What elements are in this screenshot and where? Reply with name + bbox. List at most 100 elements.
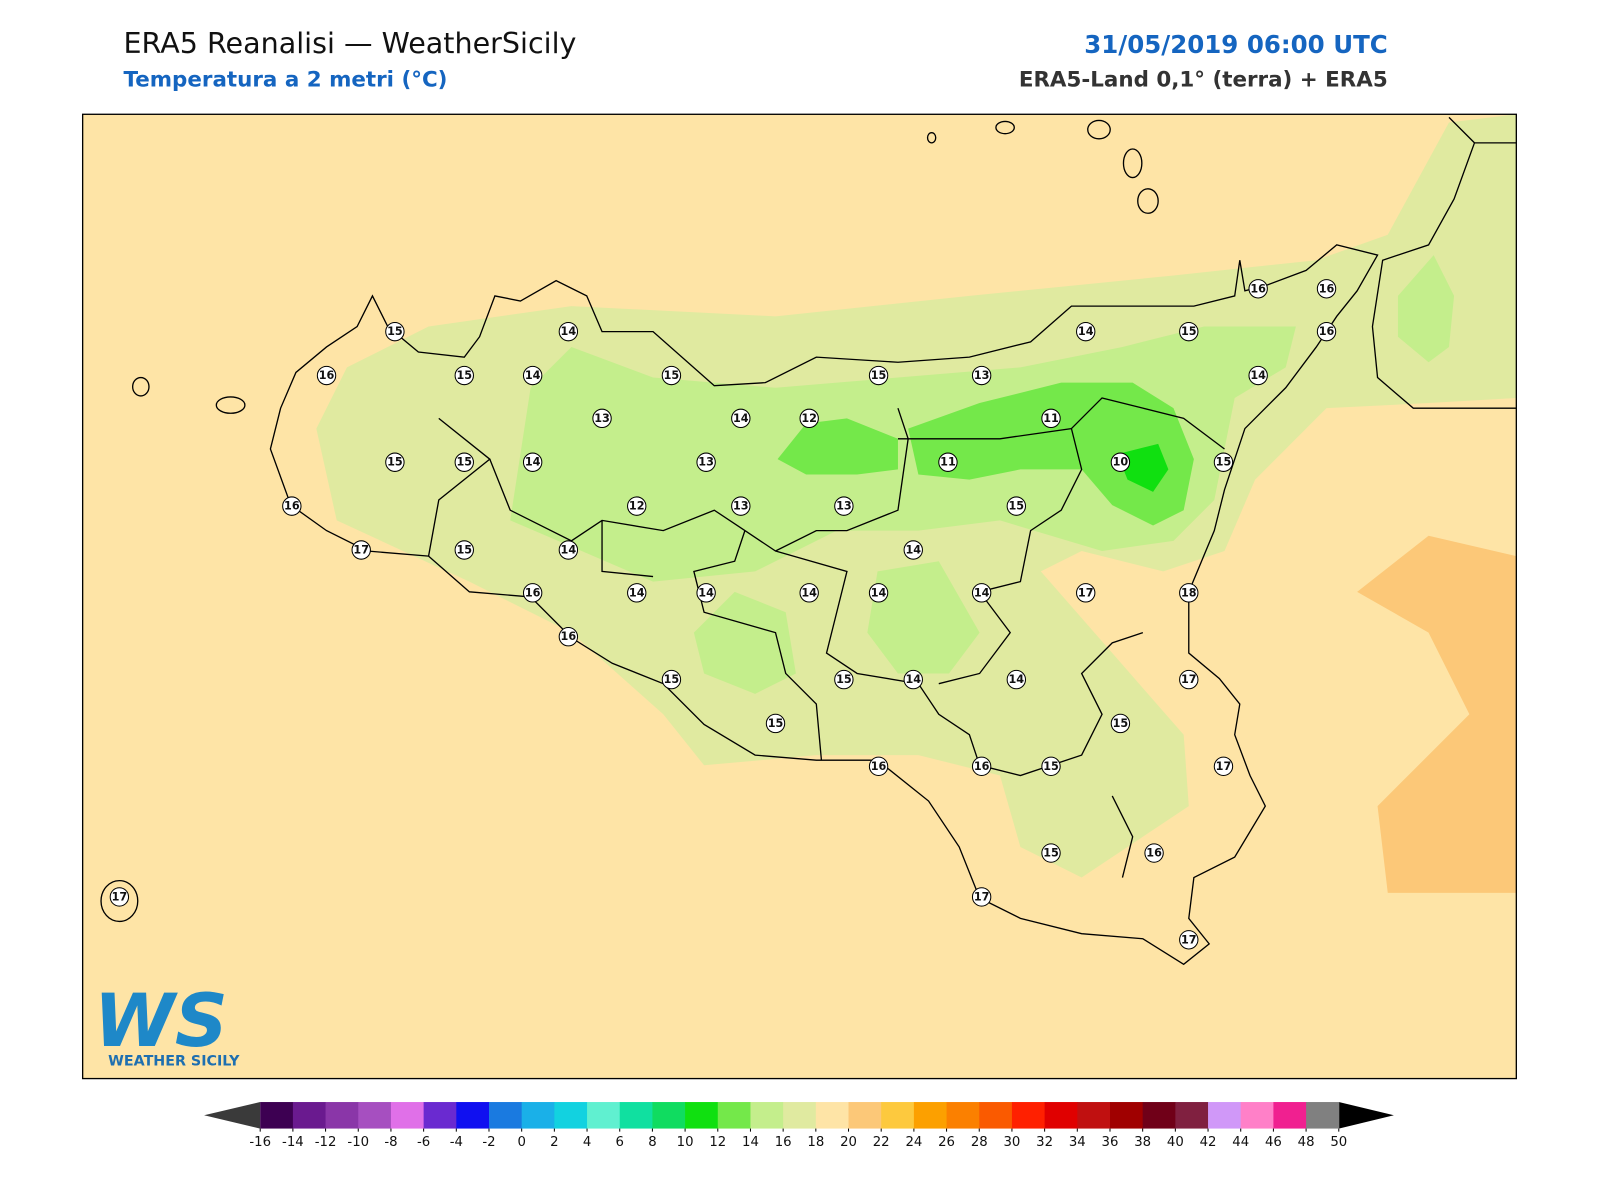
station-marker <box>1006 496 1027 516</box>
station-value: 14 <box>561 325 577 338</box>
colorbar-cell <box>652 1102 686 1129</box>
station-marker <box>1179 583 1199 603</box>
station-marker <box>696 452 716 472</box>
station-marker <box>351 540 371 560</box>
colorbar-label: 34 <box>1069 1135 1086 1150</box>
colorbar-cell <box>260 1102 294 1129</box>
colorbar-cell <box>881 1102 915 1129</box>
colorbar-label: -6 <box>417 1135 430 1150</box>
colorbar-over <box>1338 1102 1394 1129</box>
station-value: 16 <box>974 760 990 773</box>
colorbar-label: 22 <box>873 1135 890 1150</box>
colorbar-cell <box>1011 1102 1046 1129</box>
station-marker <box>661 365 682 386</box>
station-marker <box>731 408 751 429</box>
station-value: 15 <box>456 369 472 382</box>
station-marker <box>971 756 992 777</box>
colorbar-label: -4 <box>450 1135 463 1150</box>
colorbar-label: 42 <box>1200 1135 1217 1150</box>
island <box>131 376 150 397</box>
station-value: 15 <box>1043 847 1059 860</box>
station-marker <box>868 756 889 777</box>
colorbar-label: 14 <box>742 1135 759 1150</box>
station-marker <box>522 583 543 603</box>
colorbar-cell <box>1142 1102 1176 1129</box>
logo-caption: WEATHER SICILY <box>108 1053 240 1069</box>
station-marker <box>627 496 647 516</box>
station-marker <box>799 583 819 603</box>
station-marker <box>1248 365 1268 386</box>
station-marker <box>765 713 786 734</box>
station-value: 13 <box>733 500 749 513</box>
colorbar-label: 10 <box>677 1135 694 1150</box>
station-value: 16 <box>1319 282 1335 295</box>
colorbar-cell <box>554 1102 588 1129</box>
station-value: 11 <box>1043 412 1059 425</box>
station-value: 13 <box>974 369 990 382</box>
island <box>1087 119 1111 140</box>
station-marker <box>868 583 889 603</box>
station-value: 18 <box>1181 586 1197 599</box>
colorbar-cell <box>717 1102 751 1129</box>
colorbar-cell <box>913 1102 948 1129</box>
station-marker <box>971 583 992 603</box>
station-marker <box>696 583 716 603</box>
colorbar-label: 36 <box>1102 1135 1119 1150</box>
colorbar-cell <box>1077 1102 1111 1129</box>
colorbar-label: 12 <box>709 1135 726 1150</box>
colorbar-cell <box>685 1102 719 1129</box>
station-marker <box>1076 583 1096 603</box>
colorbar-label: 48 <box>1298 1135 1315 1150</box>
station-value: 14 <box>525 369 541 382</box>
station-value: 15 <box>1043 760 1059 773</box>
station-marker <box>1041 408 1061 429</box>
station-value: 12 <box>801 412 817 425</box>
logo: WS WEATHER SICILY <box>94 979 240 1069</box>
colorbar-cell <box>390 1102 425 1129</box>
station-marker <box>522 365 543 386</box>
station-marker <box>834 496 854 516</box>
station-marker <box>522 452 543 472</box>
calabria-coast <box>1371 116 1517 409</box>
datetime: 31/05/2019 06:00 UTC <box>1084 30 1388 59</box>
station-value: 17 <box>1216 760 1232 773</box>
station-value: 14 <box>561 544 577 557</box>
colorbar-cell <box>1044 1102 1078 1129</box>
colorbar-label: 40 <box>1167 1135 1184 1150</box>
colorbar-cell <box>1306 1102 1340 1129</box>
station-value: 16 <box>1319 325 1335 338</box>
colorbar-label: -2 <box>482 1135 495 1150</box>
colorbar-cell <box>456 1102 490 1129</box>
coastlines <box>100 116 1517 966</box>
station-value: 12 <box>629 500 645 513</box>
station-marker <box>1316 321 1337 342</box>
station-value: 14 <box>905 673 921 686</box>
colorbar-label: -16 <box>249 1135 271 1150</box>
colorbar-label: -8 <box>384 1135 397 1150</box>
colorbar-cell <box>750 1102 784 1129</box>
station-marker <box>1110 452 1131 472</box>
title: ERA5 Reanalisi — WeatherSicily <box>123 26 576 60</box>
station-value: 15 <box>871 369 887 382</box>
station-value: 10 <box>1113 456 1129 469</box>
colorbar-cell <box>423 1102 457 1129</box>
colorbar-label: 44 <box>1232 1135 1249 1150</box>
station-value: 14 <box>905 544 921 557</box>
station-marker <box>938 452 958 472</box>
station-marker <box>1110 713 1131 734</box>
sicily-coast <box>269 244 1379 966</box>
station-value: 14 <box>801 586 817 599</box>
station-marker <box>1076 321 1096 342</box>
station-value: 15 <box>664 673 680 686</box>
station-value: 14 <box>1078 325 1094 338</box>
station-marker <box>903 540 923 560</box>
station-value: 17 <box>112 890 128 903</box>
colorbar-label: 46 <box>1265 1135 1282 1150</box>
station-marker <box>1213 756 1234 777</box>
colorbar: -16 -14 -12 -10 -8 -6 -4 -2 0 2 4 6 8 10 12 14 16 18 20 22 2… <box>204 1102 1394 1150</box>
station-value: 15 <box>456 456 472 469</box>
colorbar-label: 28 <box>971 1135 988 1150</box>
station-value: 15 <box>768 717 784 730</box>
station-marker <box>385 321 405 342</box>
map-frame <box>81 113 1517 1080</box>
